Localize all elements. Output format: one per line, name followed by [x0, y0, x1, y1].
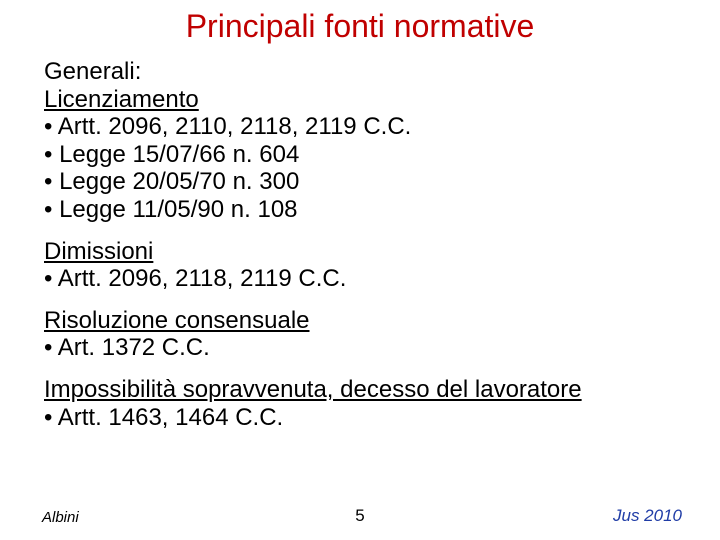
footer-right: Jus 2010: [613, 506, 682, 526]
section-licenziamento: Generali: Licenziamento • Artt. 2096, 21…: [44, 58, 690, 224]
slide-body: Generali: Licenziamento • Artt. 2096, 21…: [44, 58, 690, 445]
list-item: • Artt. 2096, 2110, 2118, 2119 C.C.: [44, 113, 690, 141]
list-item: • Legge 11/05/90 n. 108: [44, 196, 690, 224]
list-item: • Legge 15/07/66 n. 604: [44, 141, 690, 169]
section-head-licenziamento: Licenziamento: [44, 86, 690, 114]
slide-title: Principali fonti normative: [0, 8, 720, 45]
section-dimissioni: Dimissioni • Artt. 2096, 2118, 2119 C.C.: [44, 238, 690, 293]
section-head-impossibilita: Impossibilità sopravvenuta, decesso del …: [44, 376, 690, 404]
footer-page-number: 5: [0, 506, 720, 526]
list-item: • Artt. 1463, 1464 C.C.: [44, 404, 690, 432]
list-item: • Legge 20/05/70 n. 300: [44, 168, 690, 196]
section-impossibilita: Impossibilità sopravvenuta, decesso del …: [44, 376, 690, 431]
list-item: • Artt. 2096, 2118, 2119 C.C.: [44, 265, 690, 293]
section-head-dimissioni: Dimissioni: [44, 238, 690, 266]
slide: Principali fonti normative Generali: Lic…: [0, 0, 720, 540]
generali-label: Generali:: [44, 58, 690, 86]
section-risoluzione: Risoluzione consensuale • Art. 1372 C.C.: [44, 307, 690, 362]
section-head-risoluzione: Risoluzione consensuale: [44, 307, 690, 335]
list-item: • Art. 1372 C.C.: [44, 334, 690, 362]
